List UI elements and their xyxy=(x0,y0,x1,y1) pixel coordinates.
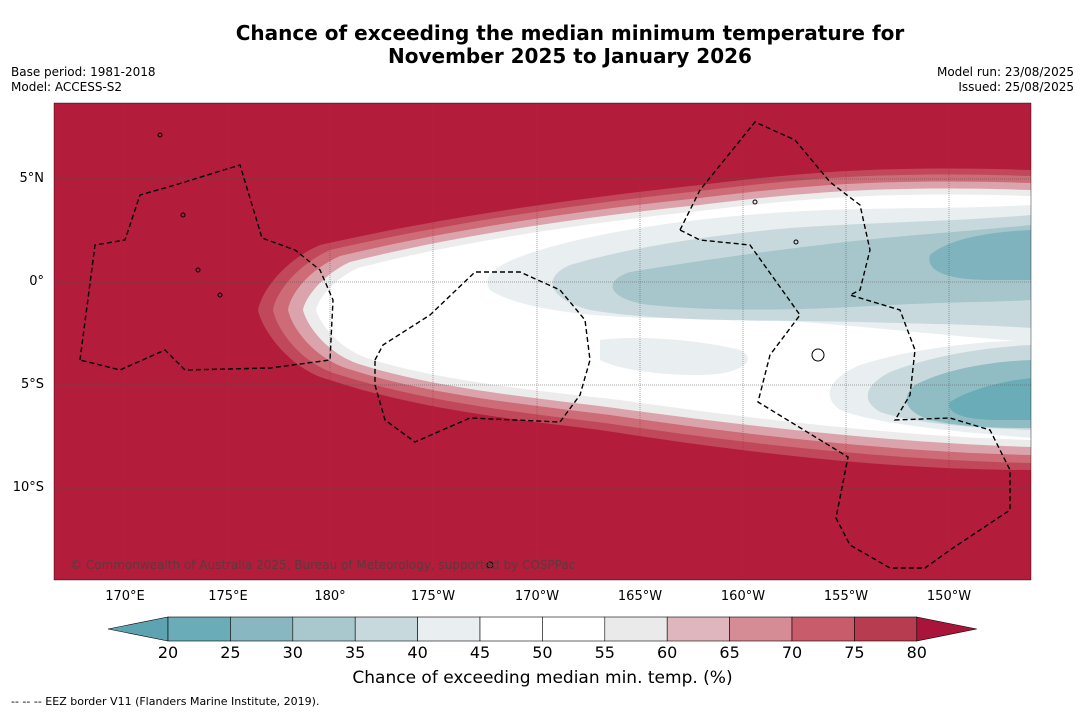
colorbar-bin xyxy=(167,616,231,642)
lon-tick-label: 175°E xyxy=(208,589,248,604)
eez-borders xyxy=(79,121,1011,569)
colorbar-bin xyxy=(542,616,606,642)
lat-tick-label: 0° xyxy=(29,274,44,289)
lon-tick-label: 170°W xyxy=(514,589,560,604)
colorbar-bin xyxy=(791,616,855,642)
colorbar-bin xyxy=(479,616,543,642)
island xyxy=(486,561,494,569)
lon-tick-label: 165°W xyxy=(617,589,663,604)
lon-tick-label: 150°W xyxy=(926,589,972,604)
colorbar-tick-label: 80 xyxy=(906,643,927,662)
title-line-1: Chance of exceeding the median minimum t… xyxy=(235,21,905,45)
title-line-2: November 2025 to January 2026 xyxy=(388,44,752,68)
lat-tick-label: 5°S xyxy=(20,377,44,392)
band-40-west xyxy=(600,338,748,375)
colorbar-extend-low xyxy=(107,616,169,642)
colorbar-tick-label: 70 xyxy=(781,643,803,662)
lon-tick-label: 160°W xyxy=(720,589,766,604)
copyright-note: © Commonwealth of Australia 2025, Bureau… xyxy=(70,558,576,572)
colorbar-bin xyxy=(292,616,356,642)
colorbar-tick-label: 75 xyxy=(844,643,865,662)
island xyxy=(793,239,799,245)
model-run-date: Model run: 23/08/2025 xyxy=(936,65,1074,79)
band-25-north xyxy=(929,230,1031,280)
issued-date: Issued: 25/08/2025 xyxy=(958,80,1074,94)
gridlines xyxy=(54,103,1031,580)
lon-tick-label: 170°E xyxy=(105,589,145,604)
colorbar-tick-label: 35 xyxy=(345,643,366,662)
eez-border-phoenix xyxy=(374,271,591,443)
colorbar-bin xyxy=(417,616,481,642)
colorbar-bin xyxy=(230,616,294,642)
colorbar-bin xyxy=(729,616,793,642)
island xyxy=(180,212,186,218)
band-30-north xyxy=(612,225,1031,310)
colorbar-tick-label: 25 xyxy=(220,643,241,662)
lat-tick-label: 10°S xyxy=(12,480,44,495)
colorbar-bin xyxy=(854,616,918,642)
island xyxy=(752,199,758,205)
colorbar-tick-label: 20 xyxy=(157,643,179,662)
island xyxy=(811,348,825,362)
colorbar-label: Chance of exceeding median min. temp. (%… xyxy=(352,668,733,688)
map-title: Chance of exceeding the median minimum t… xyxy=(0,22,1085,68)
eez-border-kiribati-gilbert xyxy=(79,164,334,371)
meta-right: Model run: 23/08/2025 Issued: 25/08/2025 xyxy=(937,65,1074,95)
band-25-south xyxy=(949,378,1031,420)
island xyxy=(217,292,223,298)
colorbar-tick-label: 45 xyxy=(469,643,491,662)
colorbar-tick-label: 30 xyxy=(282,643,303,662)
eez-footnote: -- -- -- EEZ border V11 (Flanders Marine… xyxy=(11,695,320,708)
lon-tick-label: 155°W xyxy=(823,589,869,604)
eez-border-line-islands xyxy=(679,121,1011,569)
model-name: Model: ACCESS-S2 xyxy=(11,80,123,94)
lat-tick-label: 5°N xyxy=(19,171,45,186)
colorbar-tick-label: 50 xyxy=(532,643,553,662)
colorbar-tick-label: 55 xyxy=(594,643,615,662)
colorbar-extend-high xyxy=(916,616,977,642)
lon-tick-label: 180° xyxy=(314,589,346,604)
colorbar-bin xyxy=(604,616,668,642)
map-fields xyxy=(54,103,1031,580)
islands xyxy=(157,132,825,569)
island xyxy=(195,267,201,273)
colorbar-bin xyxy=(354,616,418,642)
colorbar-bins xyxy=(107,616,977,642)
island xyxy=(157,132,163,138)
base-period: Base period: 1981-2018 xyxy=(11,65,156,79)
colorbar-tick-label: 65 xyxy=(719,643,740,662)
lon-tick-label: 175°W xyxy=(410,589,456,604)
colorbar-tick-label: 40 xyxy=(407,643,428,662)
colorbar-bin xyxy=(666,616,730,642)
meta-left: Base period: 1981-2018 Model: ACCESS-S2 xyxy=(11,65,156,95)
colorbar-tick-label: 60 xyxy=(657,643,678,662)
map-frame xyxy=(53,102,1032,581)
